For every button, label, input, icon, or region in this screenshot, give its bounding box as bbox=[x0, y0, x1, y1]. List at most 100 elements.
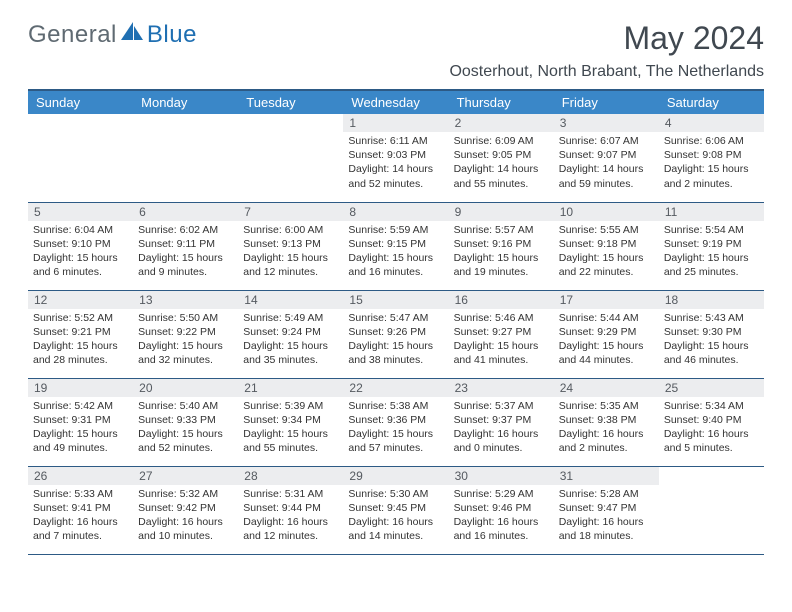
day-number: 8 bbox=[343, 203, 448, 221]
calendar-cell bbox=[133, 114, 238, 202]
day-details: Sunrise: 5:31 AMSunset: 9:44 PMDaylight:… bbox=[238, 487, 343, 548]
calendar-cell: 7Sunrise: 6:00 AMSunset: 9:13 PMDaylight… bbox=[238, 202, 343, 290]
sunset-line: Sunset: 9:22 PM bbox=[138, 325, 233, 339]
sunset-line: Sunset: 9:45 PM bbox=[348, 501, 443, 515]
day-details: Sunrise: 5:50 AMSunset: 9:22 PMDaylight:… bbox=[133, 311, 238, 372]
sunset-line: Sunset: 9:24 PM bbox=[243, 325, 338, 339]
calendar-cell: 15Sunrise: 5:47 AMSunset: 9:26 PMDayligh… bbox=[343, 290, 448, 378]
daylight-line: Daylight: 15 hours and 9 minutes. bbox=[138, 251, 233, 279]
sunset-line: Sunset: 9:40 PM bbox=[664, 413, 759, 427]
sunrise-line: Sunrise: 5:42 AM bbox=[33, 399, 128, 413]
day-number: 28 bbox=[238, 467, 343, 485]
sunrise-line: Sunrise: 6:09 AM bbox=[454, 134, 549, 148]
day-number: 7 bbox=[238, 203, 343, 221]
daylight-line: Daylight: 16 hours and 18 minutes. bbox=[559, 515, 654, 543]
calendar-cell: 25Sunrise: 5:34 AMSunset: 9:40 PMDayligh… bbox=[659, 378, 764, 466]
day-details: Sunrise: 5:34 AMSunset: 9:40 PMDaylight:… bbox=[659, 399, 764, 460]
daylight-line: Daylight: 15 hours and 22 minutes. bbox=[559, 251, 654, 279]
weekday-header: Wednesday bbox=[343, 90, 448, 114]
day-number: 10 bbox=[554, 203, 659, 221]
calendar-cell: 2 Sunrise: 6:09 AMSunset: 9:05 PMDaylight… bbox=[449, 114, 554, 202]
calendar-cell: 14 Sunrise: 5:49 AMSunset: 9:24 PMDayligh… bbox=[238, 290, 343, 378]
day-details: Sunrise: 5:32 AMSunset: 9:42 PMDaylight:… bbox=[133, 487, 238, 548]
calendar-cell: 24Sunrise: 5:35 AMSunset: 9:38 PMDayligh… bbox=[554, 378, 659, 466]
calendar-cell: 13 Sunrise: 5:50 AMSunset: 9:22 PMDayligh… bbox=[133, 290, 238, 378]
day-details: Sunrise: 5:38 AMSunset: 9:36 PMDaylight:… bbox=[343, 399, 448, 460]
calendar-cell: 29Sunrise: 5:30 AMSunset: 9:45 PMDayligh… bbox=[343, 466, 448, 554]
weekday-header: Thursday bbox=[449, 90, 554, 114]
calendar-head: SundayMondayTuesdayWednesdayThursdayFrid… bbox=[28, 90, 764, 114]
sunrise-line: Sunrise: 6:06 AM bbox=[664, 134, 759, 148]
sunset-line: Sunset: 9:07 PM bbox=[559, 148, 654, 162]
sunrise-line: Sunrise: 5:29 AM bbox=[454, 487, 549, 501]
day-number: 22 bbox=[343, 379, 448, 397]
sunset-line: Sunset: 9:03 PM bbox=[348, 148, 443, 162]
day-details: Sunrise: 5:57 AMSunset: 9:16 PMDaylight:… bbox=[449, 223, 554, 284]
location-text: Oosterhout, North Brabant, The Netherlan… bbox=[449, 63, 764, 81]
sunset-line: Sunset: 9:18 PM bbox=[559, 237, 654, 251]
calendar-cell: 31Sunrise: 5:28 AMSunset: 9:47 PMDayligh… bbox=[554, 466, 659, 554]
daylight-line: Daylight: 15 hours and 12 minutes. bbox=[243, 251, 338, 279]
sunset-line: Sunset: 9:31 PM bbox=[33, 413, 128, 427]
day-number: 21 bbox=[238, 379, 343, 397]
sunrise-line: Sunrise: 5:44 AM bbox=[559, 311, 654, 325]
day-number: 14 bbox=[238, 291, 343, 309]
calendar-cell: 10 Sunrise: 5:55 AMSunset: 9:18 PMDayligh… bbox=[554, 202, 659, 290]
sunset-line: Sunset: 9:08 PM bbox=[664, 148, 759, 162]
sunset-line: Sunset: 9:10 PM bbox=[33, 237, 128, 251]
daylight-line: Daylight: 15 hours and 16 minutes. bbox=[348, 251, 443, 279]
sunrise-line: Sunrise: 5:49 AM bbox=[243, 311, 338, 325]
day-details: Sunrise: 5:43 AMSunset: 9:30 PMDaylight:… bbox=[659, 311, 764, 372]
sunset-line: Sunset: 9:30 PM bbox=[664, 325, 759, 339]
day-number: 31 bbox=[554, 467, 659, 485]
sunset-line: Sunset: 9:29 PM bbox=[559, 325, 654, 339]
day-details: Sunrise: 5:35 AMSunset: 9:38 PMDaylight:… bbox=[554, 399, 659, 460]
day-details: Sunrise: 5:54 AMSunset: 9:19 PMDaylight:… bbox=[659, 223, 764, 284]
sunrise-line: Sunrise: 6:07 AM bbox=[559, 134, 654, 148]
sunset-line: Sunset: 9:42 PM bbox=[138, 501, 233, 515]
sunset-line: Sunset: 9:33 PM bbox=[138, 413, 233, 427]
daylight-line: Daylight: 16 hours and 16 minutes. bbox=[454, 515, 549, 543]
day-details: Sunrise: 5:55 AMSunset: 9:18 PMDaylight:… bbox=[554, 223, 659, 284]
sunrise-line: Sunrise: 5:37 AM bbox=[454, 399, 549, 413]
sunrise-line: Sunrise: 5:35 AM bbox=[559, 399, 654, 413]
calendar-cell: 17Sunrise: 5:44 AMSunset: 9:29 PMDayligh… bbox=[554, 290, 659, 378]
calendar-week: 5Sunrise: 6:04 AMSunset: 9:10 PMDaylight… bbox=[28, 202, 764, 290]
daylight-line: Daylight: 15 hours and 28 minutes. bbox=[33, 339, 128, 367]
day-details: Sunrise: 6:09 AMSunset: 9:05 PMDaylight:… bbox=[449, 134, 554, 195]
sunrise-line: Sunrise: 6:04 AM bbox=[33, 223, 128, 237]
calendar-cell: 12Sunrise: 5:52 AMSunset: 9:21 PMDayligh… bbox=[28, 290, 133, 378]
sunrise-line: Sunrise: 5:32 AM bbox=[138, 487, 233, 501]
calendar-cell: 18Sunrise: 5:43 AMSunset: 9:30 PMDayligh… bbox=[659, 290, 764, 378]
day-details: Sunrise: 5:49 AMSunset: 9:24 PMDaylight:… bbox=[238, 311, 343, 372]
daylight-line: Daylight: 15 hours and 19 minutes. bbox=[454, 251, 549, 279]
sunset-line: Sunset: 9:38 PM bbox=[559, 413, 654, 427]
day-number: 2 bbox=[449, 114, 554, 132]
brand-name: General bbox=[28, 21, 117, 49]
day-number: 15 bbox=[343, 291, 448, 309]
sunset-line: Sunset: 9:36 PM bbox=[348, 413, 443, 427]
day-number: 26 bbox=[28, 467, 133, 485]
daylight-line: Daylight: 16 hours and 7 minutes. bbox=[33, 515, 128, 543]
daylight-line: Daylight: 14 hours and 55 minutes. bbox=[454, 162, 549, 190]
calendar-cell: 19Sunrise: 5:42 AMSunset: 9:31 PMDayligh… bbox=[28, 378, 133, 466]
day-number: 30 bbox=[449, 467, 554, 485]
calendar-cell: 22 Sunrise: 5:38 AMSunset: 9:36 PMDayligh… bbox=[343, 378, 448, 466]
sunrise-line: Sunrise: 5:40 AM bbox=[138, 399, 233, 413]
calendar-page: General Blue May 2024 Oosterhout, North … bbox=[0, 0, 792, 575]
day-number: 11 bbox=[659, 203, 764, 221]
sunrise-line: Sunrise: 5:57 AM bbox=[454, 223, 549, 237]
sunrise-line: Sunrise: 5:30 AM bbox=[348, 487, 443, 501]
calendar-cell: 11 Sunrise: 5:54 AMSunset: 9:19 PMDayligh… bbox=[659, 202, 764, 290]
day-number: 23 bbox=[449, 379, 554, 397]
day-number: 9 bbox=[449, 203, 554, 221]
title-block: May 2024 Oosterhout, North Brabant, The … bbox=[449, 20, 764, 81]
day-details: Sunrise: 6:11 AMSunset: 9:03 PMDaylight:… bbox=[343, 134, 448, 195]
day-number: 13 bbox=[133, 291, 238, 309]
day-details: Sunrise: 5:42 AMSunset: 9:31 PMDaylight:… bbox=[28, 399, 133, 460]
day-details: Sunrise: 6:06 AMSunset: 9:08 PMDaylight:… bbox=[659, 134, 764, 195]
weekday-header: Sunday bbox=[28, 90, 133, 114]
page-title: May 2024 bbox=[449, 20, 764, 57]
daylight-line: Daylight: 15 hours and 38 minutes. bbox=[348, 339, 443, 367]
daylight-line: Daylight: 15 hours and 32 minutes. bbox=[138, 339, 233, 367]
